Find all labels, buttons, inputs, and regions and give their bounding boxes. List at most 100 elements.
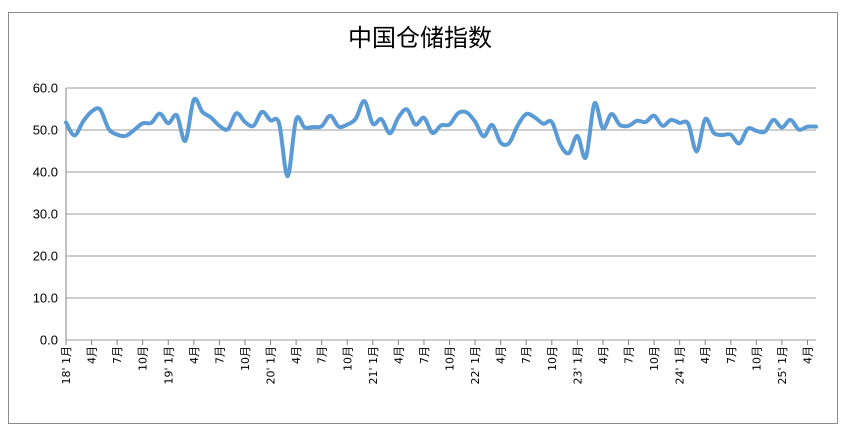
data-point — [746, 127, 750, 131]
data-point — [217, 124, 221, 128]
data-point — [303, 125, 307, 129]
data-point — [533, 115, 537, 119]
data-point — [413, 123, 417, 127]
x-tick-label: 7月 — [623, 346, 636, 364]
data-point — [814, 125, 818, 129]
data-point — [354, 117, 358, 121]
x-tick-label: 10月 — [137, 346, 150, 371]
data-point — [788, 118, 792, 122]
x-tick-label: 7月 — [418, 346, 431, 364]
data-point — [379, 117, 383, 121]
x-tick-label: 25' 1月 — [776, 346, 789, 385]
data-point — [703, 117, 707, 121]
chart-title: 中国仓储指数 — [348, 24, 492, 52]
y-tick-label: 60.0 — [33, 81, 58, 96]
data-point — [115, 133, 119, 137]
y-tick-label: 30.0 — [33, 207, 58, 222]
data-point — [405, 107, 409, 111]
x-tick-label: 4月 — [290, 346, 303, 364]
data-point — [158, 112, 162, 116]
x-tick-label: 20' 1月 — [265, 346, 278, 385]
data-point — [81, 120, 85, 124]
data-point — [490, 123, 494, 127]
data-point — [362, 99, 366, 103]
data-point — [720, 133, 724, 137]
data-point — [183, 139, 187, 143]
x-tick-label: 7月 — [111, 346, 124, 364]
data-point — [499, 141, 503, 145]
data-point — [524, 112, 528, 116]
data-point — [141, 121, 145, 125]
x-tick-label: 10月 — [750, 346, 763, 371]
x-tick-label: 22' 1月 — [469, 346, 482, 385]
data-point — [422, 116, 426, 120]
x-tick-label: 18' 1月 — [60, 346, 73, 385]
data-point — [132, 128, 136, 132]
data-point — [192, 98, 196, 102]
data-point — [209, 115, 213, 119]
x-tick-label: 4月 — [392, 346, 405, 364]
data-point — [618, 123, 622, 127]
data-point — [252, 124, 256, 128]
data-point — [712, 131, 716, 135]
data-point — [678, 121, 682, 125]
data-point — [448, 123, 452, 127]
data-point — [277, 121, 281, 125]
data-point — [686, 122, 690, 126]
data-point — [516, 123, 520, 127]
x-tick-label: 10月 — [648, 346, 661, 371]
data-point — [601, 126, 605, 130]
x-tick-label: 10月 — [239, 346, 252, 371]
data-point — [243, 120, 247, 124]
data-point — [226, 127, 230, 131]
x-tick-label: 4月 — [699, 346, 712, 364]
data-point — [805, 125, 809, 129]
data-point — [64, 120, 68, 124]
data-point — [260, 110, 264, 114]
y-tick-label: 20.0 — [33, 249, 58, 264]
data-point — [763, 130, 767, 134]
data-point — [345, 123, 349, 127]
data-point — [669, 118, 673, 122]
x-tick-label: 10月 — [444, 346, 457, 371]
x-tick-label: 4月 — [801, 346, 814, 364]
y-tick-label: 50.0 — [33, 123, 58, 138]
data-point — [294, 118, 298, 122]
data-point — [166, 121, 170, 125]
data-point — [644, 120, 648, 124]
data-point — [567, 151, 571, 155]
x-tick-label: 4月 — [597, 346, 610, 364]
data-point — [627, 124, 631, 128]
x-tick-label: 7月 — [213, 346, 226, 364]
x-tick-label: 4月 — [188, 346, 201, 364]
data-point — [90, 110, 94, 114]
x-tick-label: 10月 — [546, 346, 559, 371]
data-point — [337, 125, 341, 129]
data-point — [729, 133, 733, 137]
data-point — [269, 118, 273, 122]
data-point — [430, 131, 434, 135]
data-point — [771, 118, 775, 122]
x-tick-label: 7月 — [725, 346, 738, 364]
data-point — [200, 110, 204, 114]
data-point — [328, 114, 332, 118]
x-tick-label: 4月 — [86, 346, 99, 364]
y-tick-label: 40.0 — [33, 165, 58, 180]
data-point — [388, 131, 392, 135]
data-point — [652, 114, 656, 118]
data-point — [575, 134, 579, 138]
data-point — [695, 149, 699, 153]
data-point — [234, 111, 238, 115]
chart-frame — [8, 12, 838, 424]
data-point — [311, 125, 315, 129]
x-tick-label: 4月 — [495, 346, 508, 364]
data-point — [558, 143, 562, 147]
x-tick-label: 7月 — [316, 346, 329, 364]
data-point — [149, 121, 153, 125]
data-point — [550, 120, 554, 124]
data-point — [541, 122, 545, 126]
data-point — [780, 125, 784, 129]
data-point — [661, 124, 665, 128]
data-point — [286, 174, 290, 178]
data-point — [584, 155, 588, 159]
